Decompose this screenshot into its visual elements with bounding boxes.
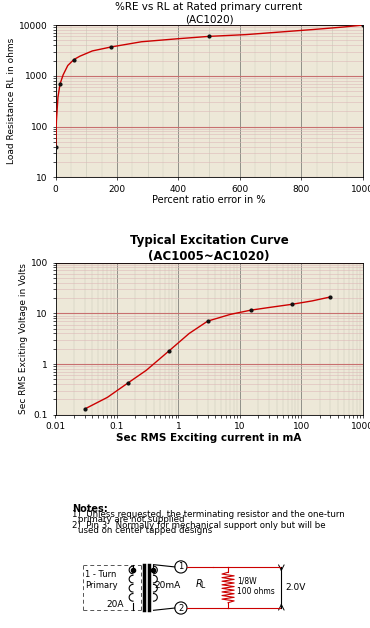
Text: 2.0V: 2.0V (285, 583, 306, 592)
Text: primary are not supplied: primary are not supplied (78, 515, 185, 524)
Y-axis label: Load Resistance RL in ohms: Load Resistance RL in ohms (7, 38, 16, 165)
Text: 1: 1 (178, 563, 184, 571)
Text: Notes:: Notes: (72, 504, 108, 514)
X-axis label: Sec RMS Exciting current in mA: Sec RMS Exciting current in mA (116, 433, 302, 443)
Text: L: L (201, 582, 205, 590)
Text: 2)  Pin 3:  Normally for mechanical support only but will be: 2) Pin 3: Normally for mechanical suppor… (72, 521, 326, 529)
Y-axis label: Sec RMS Exciting Voltage in Volts: Sec RMS Exciting Voltage in Volts (19, 263, 28, 414)
Text: R: R (196, 578, 203, 588)
Text: 20A: 20A (107, 600, 124, 610)
Title: Typical Excitation Curve
(AC1005~AC1020): Typical Excitation Curve (AC1005~AC1020) (130, 234, 289, 263)
Text: 20mA: 20mA (154, 582, 180, 590)
Title: %RE vs RL at Rated primary current
(AC1020): %RE vs RL at Rated primary current (AC10… (115, 2, 303, 24)
Text: 1)  Unless requested, the terminating resistor and the one-turn: 1) Unless requested, the terminating res… (72, 510, 345, 519)
Text: 1/8W
100 ohms: 1/8W 100 ohms (237, 577, 275, 595)
Text: 2: 2 (178, 604, 184, 612)
Text: used on center tapped designs: used on center tapped designs (78, 526, 212, 535)
X-axis label: Percent ratio error in %: Percent ratio error in % (152, 195, 266, 205)
Circle shape (175, 561, 187, 573)
Circle shape (175, 602, 187, 614)
Text: 1 - Turn
Primary: 1 - Turn Primary (85, 570, 118, 590)
